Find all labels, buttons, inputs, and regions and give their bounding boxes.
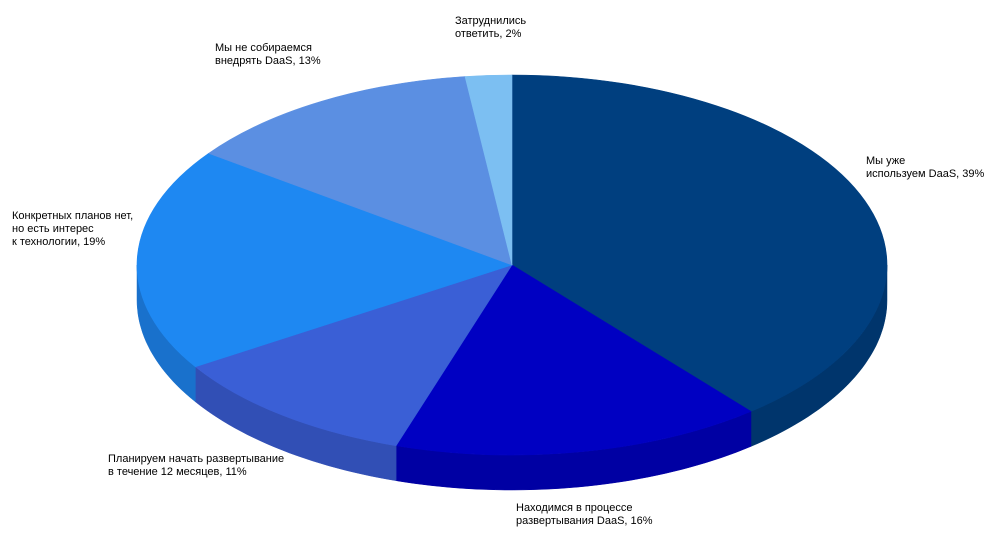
slice-label-deploying-daas: Находимся в процессе развертывания DaaS,… (516, 502, 653, 527)
pie-slice-deploying-daas (395, 264, 752, 456)
slice-label-undecided: Затруднились ответить, 2% (455, 15, 527, 40)
pie-slice-using-daas (511, 74, 888, 412)
pie-slice-no-plans-interest (136, 152, 513, 368)
slice-label-planning-12-months: Планируем начать развертывание в течение… (108, 453, 285, 478)
slice-label-no-plans-interest: Конкретных планов нет, но есть интерес к… (12, 210, 134, 248)
pie-slice-not-planning (207, 76, 513, 266)
slice-label-using-daas: Мы уже используем DaaS, 39% (866, 155, 985, 180)
pie-slice-undecided (464, 74, 513, 266)
slice-label-not-planning: Мы не собираемся внедрять DaaS, 13% (215, 42, 321, 67)
pie-slice-planning-12-months (194, 264, 513, 447)
